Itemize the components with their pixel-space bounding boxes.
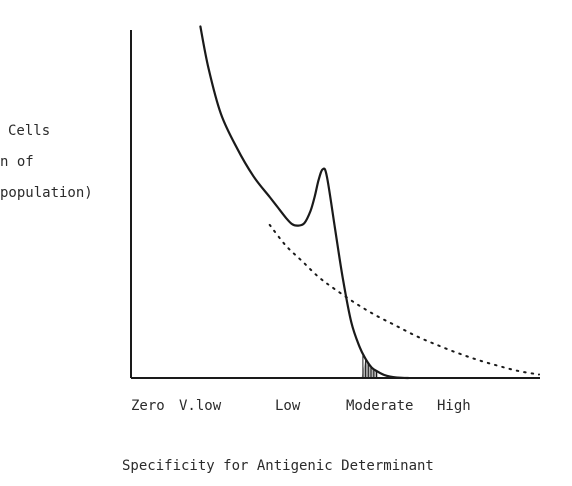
x-tick-label-zero: Zero bbox=[131, 398, 165, 414]
x-axis-title: Specificity for Antigenic Determinant bbox=[122, 458, 434, 474]
plot-area bbox=[199, 25, 540, 380]
shaded-region bbox=[361, 358, 378, 378]
x-tick-label-low: Low bbox=[275, 398, 301, 414]
series-line-solid bbox=[199, 25, 410, 380]
series-line-dotted bbox=[268, 223, 540, 376]
x-tick-label-vlow: V.low bbox=[179, 398, 222, 414]
x-tick-label-high: High bbox=[437, 398, 471, 414]
x-tick-label-moderate: Moderate bbox=[346, 398, 413, 414]
y-axis-label-line-1: Cells bbox=[8, 123, 50, 139]
y-axis-label-line-2: n of bbox=[0, 154, 34, 170]
y-axis-label-line-3: population) bbox=[0, 185, 93, 201]
